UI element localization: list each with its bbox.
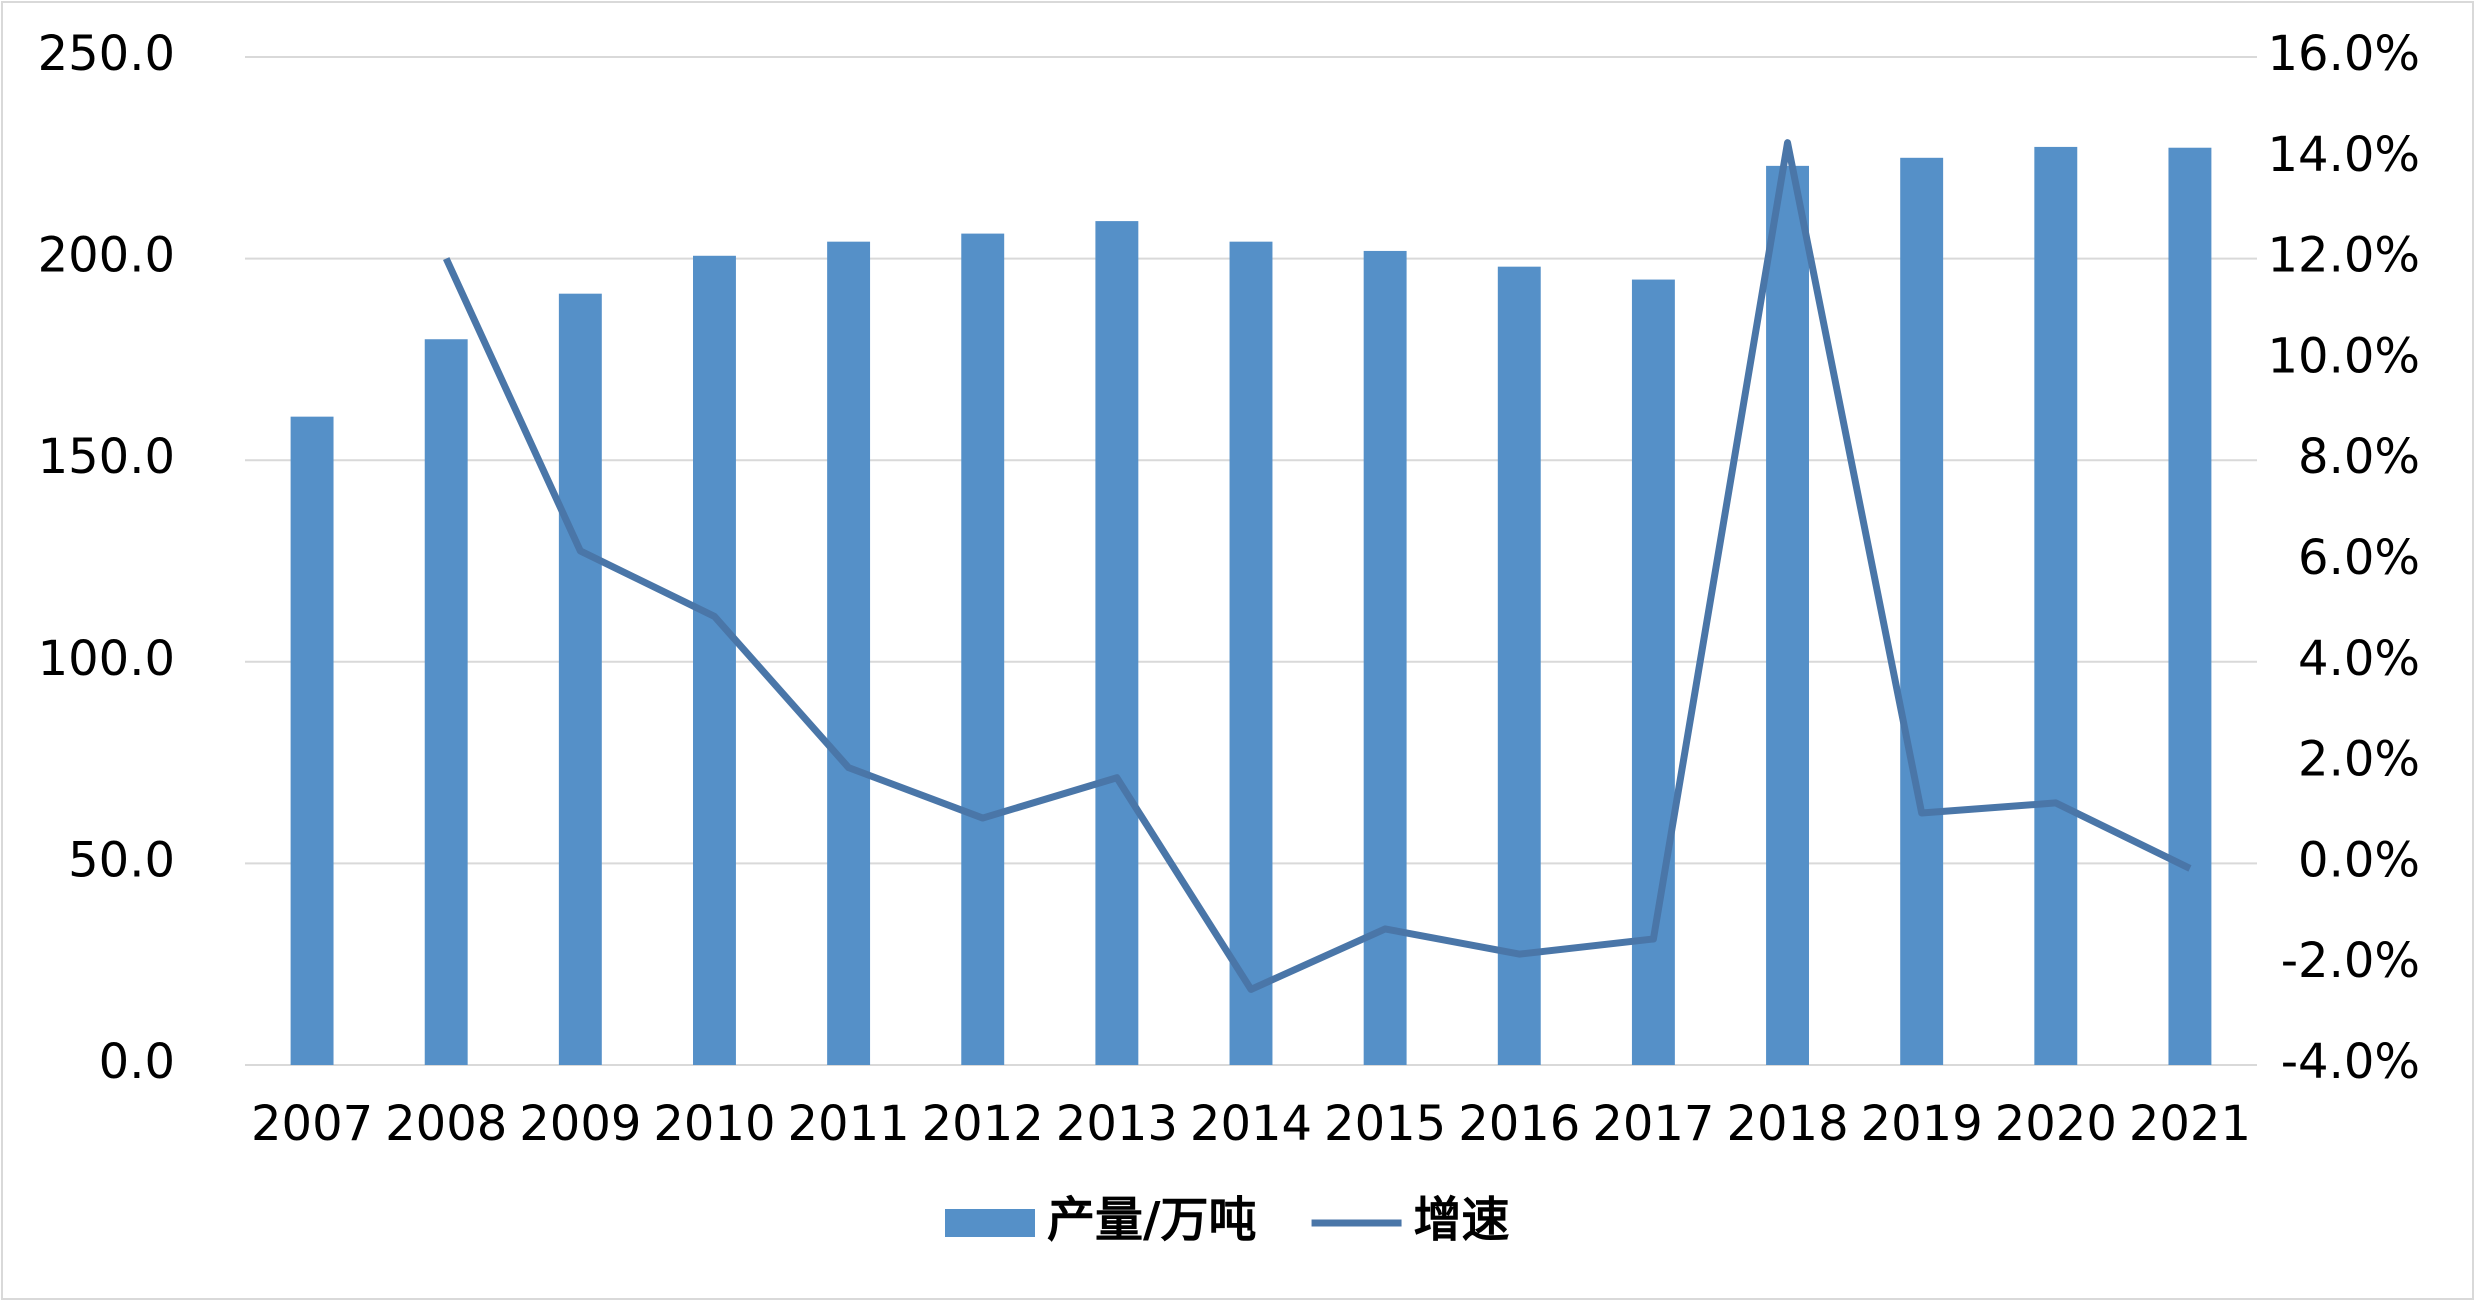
x-tick-label: 2015 bbox=[1324, 1096, 1446, 1152]
y-tick-label: 0.0 bbox=[99, 1034, 175, 1090]
legend-swatch bbox=[945, 1209, 1035, 1237]
x-tick-label: 2021 bbox=[2129, 1096, 2251, 1152]
bar bbox=[1497, 266, 1541, 1065]
y-tick-label: 200.0 bbox=[38, 228, 175, 284]
bar bbox=[961, 233, 1005, 1066]
x-tick-label: 2007 bbox=[251, 1096, 373, 1152]
bar bbox=[1363, 250, 1407, 1065]
y2-tick-label: 14.0% bbox=[2268, 127, 2420, 183]
y2-tick-label: 6.0% bbox=[2298, 530, 2420, 586]
y2-tick-label: 8.0% bbox=[2298, 429, 2420, 485]
x-tick-label: 2018 bbox=[1726, 1096, 1848, 1152]
x-tick-label: 2017 bbox=[1592, 1096, 1714, 1152]
legend-label: 增速 bbox=[1414, 1192, 1510, 1248]
y2-tick-label: 16.0% bbox=[2268, 26, 2420, 82]
x-tick-label: 2010 bbox=[653, 1096, 775, 1152]
line bbox=[443, 139, 2192, 993]
bar bbox=[827, 241, 871, 1066]
bar bbox=[1900, 157, 1944, 1066]
y2-tick-label: 2.0% bbox=[2298, 732, 2420, 788]
x-tick-label: 2009 bbox=[519, 1096, 641, 1152]
y-tick-label: 150.0 bbox=[38, 429, 175, 485]
x-tick-label: 2019 bbox=[1861, 1096, 1983, 1152]
bar bbox=[1095, 221, 1139, 1065]
y-tick-label: 100.0 bbox=[38, 631, 175, 687]
y2-tick-label: 0.0% bbox=[2298, 832, 2420, 888]
x-tick-label: 2011 bbox=[788, 1096, 910, 1152]
bar bbox=[558, 293, 602, 1065]
legend-label: 产量/万吨 bbox=[1047, 1192, 1257, 1248]
y2-tick-label: 12.0% bbox=[2268, 228, 2420, 284]
x-tick-label: 2013 bbox=[1056, 1096, 1178, 1152]
y2-tick-label: -4.0% bbox=[2281, 1034, 2420, 1090]
y2-tick-label: 4.0% bbox=[2298, 631, 2420, 687]
bar bbox=[2168, 147, 2212, 1066]
bar bbox=[424, 339, 468, 1065]
x-tick-label: 2020 bbox=[1995, 1096, 2117, 1152]
x-tick-label: 2014 bbox=[1190, 1096, 1312, 1152]
x-tick-label: 2012 bbox=[922, 1096, 1044, 1152]
x-tick-label: 2016 bbox=[1458, 1096, 1580, 1152]
bar bbox=[693, 255, 736, 1066]
y-tick-label: 250.0 bbox=[38, 26, 175, 82]
y2-tick-label: -2.0% bbox=[2281, 933, 2420, 989]
bar bbox=[1229, 241, 1273, 1066]
y2-tick-label: 10.0% bbox=[2268, 328, 2420, 384]
y-tick-label: 50.0 bbox=[68, 832, 175, 888]
bar bbox=[290, 416, 334, 1065]
bar bbox=[1631, 279, 1675, 1065]
x-tick-label: 2008 bbox=[385, 1096, 507, 1152]
bar bbox=[2034, 146, 2078, 1066]
bar bbox=[1766, 165, 1809, 1065]
